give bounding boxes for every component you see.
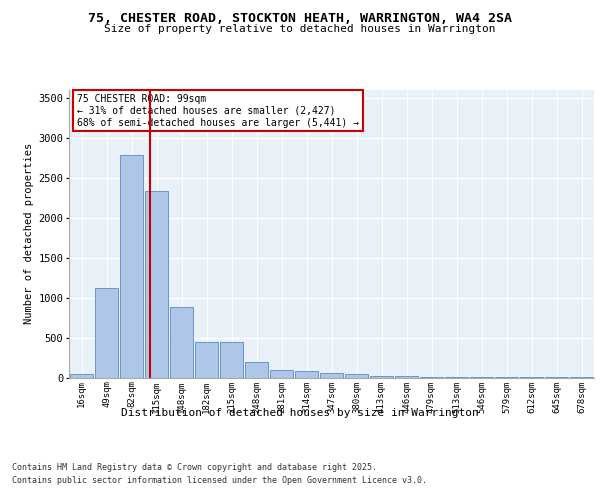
Bar — [170, 307, 193, 378]
Bar — [370, 376, 393, 378]
Bar — [195, 342, 218, 378]
Text: 75, CHESTER ROAD, STOCKTON HEATH, WARRINGTON, WA4 2SA: 75, CHESTER ROAD, STOCKTON HEATH, WARRIN… — [88, 12, 512, 26]
Bar — [145, 190, 168, 378]
Text: Distribution of detached houses by size in Warrington: Distribution of detached houses by size … — [121, 408, 479, 418]
Bar — [270, 370, 293, 378]
Bar — [420, 376, 443, 378]
Bar — [345, 374, 368, 378]
Bar — [220, 342, 243, 378]
Bar — [295, 370, 318, 378]
Bar — [120, 156, 143, 378]
Text: Contains public sector information licensed under the Open Government Licence v3: Contains public sector information licen… — [12, 476, 427, 485]
Y-axis label: Number of detached properties: Number of detached properties — [24, 143, 34, 324]
Bar — [320, 373, 343, 378]
Text: Size of property relative to detached houses in Warrington: Size of property relative to detached ho… — [104, 24, 496, 34]
Bar — [245, 362, 268, 378]
Text: Contains HM Land Registry data © Crown copyright and database right 2025.: Contains HM Land Registry data © Crown c… — [12, 462, 377, 471]
Bar — [95, 288, 118, 378]
Bar — [70, 374, 93, 378]
Bar — [395, 376, 418, 378]
Text: 75 CHESTER ROAD: 99sqm
← 31% of detached houses are smaller (2,427)
68% of semi-: 75 CHESTER ROAD: 99sqm ← 31% of detached… — [77, 94, 359, 128]
